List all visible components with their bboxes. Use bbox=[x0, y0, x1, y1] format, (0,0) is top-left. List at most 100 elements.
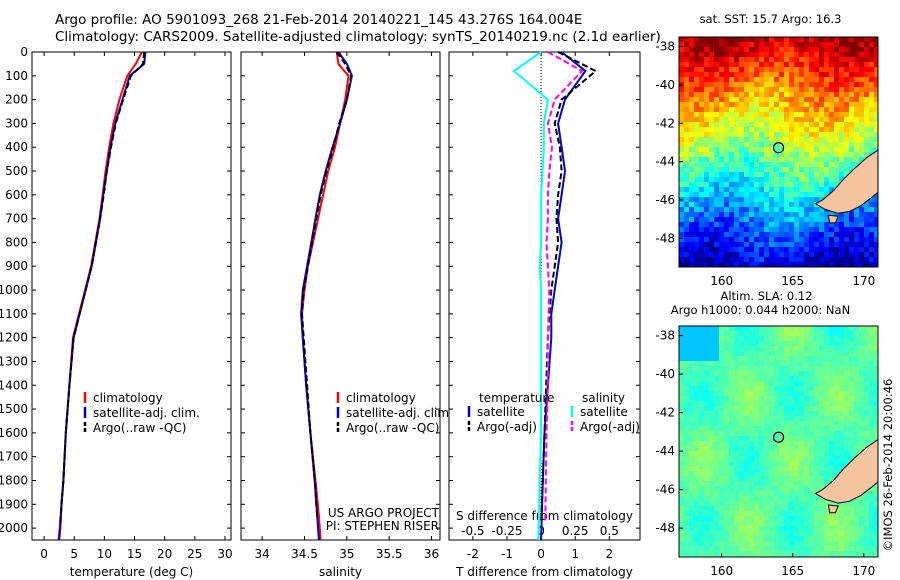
series-line-salinity-argoadj bbox=[544, 51, 584, 524]
y-tick-label: 1900 bbox=[0, 497, 28, 511]
land-south-island bbox=[814, 438, 879, 504]
y-tick-label: 1600 bbox=[0, 426, 28, 440]
y-tick-label: 1800 bbox=[0, 473, 28, 487]
x-tick-label: -1 bbox=[501, 547, 513, 561]
map-title-sla: Altim. SLA: 0.12 bbox=[720, 289, 812, 303]
y-tick-label: 900 bbox=[5, 259, 28, 273]
y-tick-label: 700 bbox=[5, 212, 28, 226]
y-tick-label: 500 bbox=[5, 164, 28, 178]
imos-stamp: ©IMOS 26-Feb-2014 20:00:46 bbox=[881, 379, 895, 552]
map-x-tick-label: 160 bbox=[710, 274, 733, 288]
map-y-tick-label: -44 bbox=[655, 444, 675, 458]
x-tick-label: 35.5 bbox=[376, 547, 403, 561]
map-title-sst: sat. SST: 15.7 Argo: 16.3 bbox=[700, 12, 842, 26]
x-tick-label-salinity: 0.25 bbox=[562, 524, 589, 538]
map-field-sla_map bbox=[679, 326, 878, 557]
map-y-tick-label: -46 bbox=[655, 193, 675, 207]
series-line-temperature-argorawqc bbox=[59, 51, 146, 524]
annotation-pi: PI: STEPHEN RISER bbox=[326, 519, 439, 533]
x-tick-label-salinity: -0.25 bbox=[491, 524, 522, 538]
x-tick-label: 5 bbox=[70, 547, 78, 561]
map-y-tick-label: -44 bbox=[655, 155, 675, 169]
map-subtitle-sla: Argo h1000: 0.044 h2000: NaN bbox=[671, 303, 850, 317]
land-stewart-island bbox=[827, 504, 839, 514]
x-tick-label: -2 bbox=[467, 547, 479, 561]
chart-title-line2: Climatology: CARS2009. Satellite-adjuste… bbox=[55, 29, 661, 45]
y-tick-label: 200 bbox=[5, 93, 28, 107]
x-tick-label-salinity: 0.5 bbox=[600, 524, 619, 538]
x-axis-label-temperature: temperature (deg C) bbox=[70, 565, 193, 579]
argo-position-marker bbox=[772, 431, 785, 443]
map-x-tick-label: 170 bbox=[852, 564, 875, 578]
plot-frame-salinity bbox=[240, 51, 441, 541]
argo-position-marker bbox=[772, 142, 785, 154]
map-frame-sla_map bbox=[678, 325, 879, 558]
series-line-salinity-argorawqc bbox=[300, 51, 353, 517]
x-tick-label: 1 bbox=[571, 547, 579, 561]
x-axis-label-difference: T difference from climatology bbox=[455, 565, 633, 579]
y-tick-label: 100 bbox=[5, 69, 28, 83]
x-tick-label: 30 bbox=[217, 547, 232, 561]
legend-label: satellite bbox=[580, 405, 628, 419]
legend-label: satellite-adj. clim. bbox=[93, 406, 200, 420]
x-tick-label: 2 bbox=[605, 547, 613, 561]
map-y-tick-label: -38 bbox=[655, 329, 675, 343]
map-y-tick-label: -46 bbox=[655, 483, 675, 497]
land-stewart-island bbox=[827, 214, 839, 224]
map-x-tick-label: 165 bbox=[781, 274, 804, 288]
chart-title-line1: Argo profile: AO 5901093_268 21-Feb-2014… bbox=[55, 12, 583, 28]
map-x-tick-label: 165 bbox=[781, 564, 804, 578]
y-tick-label: 1100 bbox=[0, 307, 28, 321]
y-tick-label: 1300 bbox=[0, 354, 28, 368]
y-tick-label: 800 bbox=[5, 235, 28, 249]
map-y-tick-label: -42 bbox=[655, 406, 675, 420]
map-field-sst_map bbox=[679, 37, 878, 267]
legend-group-title: salinity bbox=[582, 391, 625, 405]
x-tick-label: 36 bbox=[424, 547, 439, 561]
map-frame-sst_map bbox=[678, 36, 879, 268]
x-tick-label-salinity: -0.5 bbox=[461, 524, 484, 538]
y-tick-label: 300 bbox=[5, 116, 28, 130]
legend-label: Argo(..raw -QC) bbox=[93, 421, 186, 435]
y-tick-label: 1700 bbox=[0, 450, 28, 464]
y-tick-label: 1500 bbox=[0, 402, 28, 416]
x-tick-label: 34 bbox=[255, 547, 270, 561]
x-tick-label: 25 bbox=[187, 547, 202, 561]
x-tick-label: 0 bbox=[537, 547, 545, 561]
legend-label: satellite-adj. clim. bbox=[346, 406, 453, 420]
map-y-tick-label: -48 bbox=[655, 231, 675, 245]
y-tick-label: 1400 bbox=[0, 378, 28, 392]
legend-label: satellite bbox=[477, 405, 525, 419]
legend-label: Argo(-adj) bbox=[477, 420, 537, 434]
x-axis-label-salinity: salinity bbox=[319, 565, 362, 579]
map-x-tick-label: 160 bbox=[710, 564, 733, 578]
x-tick-label: 34.5 bbox=[291, 547, 318, 561]
legend-label: climatology bbox=[93, 391, 163, 405]
x-tick-label: 35 bbox=[339, 547, 354, 561]
y-tick-label: 0 bbox=[20, 45, 28, 59]
map-y-tick-label: -38 bbox=[655, 40, 675, 54]
y-tick-label: 400 bbox=[5, 140, 28, 154]
legend-group-title: temperature bbox=[479, 391, 554, 405]
series-line-temperature-argoadj bbox=[540, 51, 598, 524]
x-tick-label: 10 bbox=[97, 547, 112, 561]
y-tick-label: 2000 bbox=[0, 521, 28, 535]
x-tick-label: 20 bbox=[157, 547, 172, 561]
x-tick-label: 15 bbox=[127, 547, 142, 561]
annotation-project: US ARGO PROJECT bbox=[328, 506, 440, 520]
map-y-tick-label: -42 bbox=[655, 116, 675, 130]
map-y-tick-label: -40 bbox=[655, 367, 675, 381]
map-y-tick-label: -40 bbox=[655, 78, 675, 92]
plot-frame-temperature bbox=[31, 51, 232, 541]
land-south-island bbox=[814, 149, 879, 214]
legend-label: Argo(..raw -QC) bbox=[346, 421, 439, 435]
series-line-salinity-satellite bbox=[512, 51, 549, 541]
y-tick-label: 1200 bbox=[0, 331, 28, 345]
legend-label: Argo(-adj) bbox=[580, 420, 640, 434]
map-y-tick-label: -48 bbox=[655, 521, 675, 535]
x-tick-label: 0 bbox=[40, 547, 48, 561]
map-x-tick-label: 170 bbox=[852, 274, 875, 288]
y-tick-label: 600 bbox=[5, 188, 28, 202]
legend-label: climatology bbox=[346, 391, 416, 405]
